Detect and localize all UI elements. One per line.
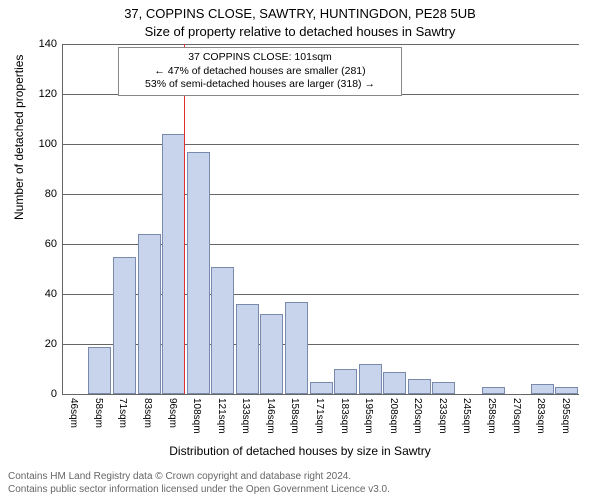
histogram-bar [138,234,161,394]
ytick-label: 120 [17,88,57,100]
chart-title-line2: Size of property relative to detached ho… [0,24,600,39]
xtick-label: 208sqm [388,398,399,434]
annot-l2: ← 47% of detached houses are smaller (28… [125,65,395,79]
xtick-label: 283sqm [535,398,546,434]
histogram-bar [162,134,185,394]
footer-l2: Contains public sector information licen… [8,484,592,497]
xtick-label: 195sqm [363,398,374,434]
xtick-label: 71sqm [117,398,128,428]
histogram-bar [408,379,431,394]
xtick-label: 96sqm [167,398,178,428]
xtick-label: 121sqm [216,398,227,434]
xtick-label: 146sqm [265,398,276,434]
xtick-label: 258sqm [486,398,497,434]
histogram-bar [187,152,210,395]
chart-area: 02040608010012014046sqm58sqm71sqm83sqm96… [62,44,578,394]
annot-l3: 53% of semi-detached houses are larger (… [125,78,395,92]
reference-line [184,44,185,394]
chart-container: 37, COPPINS CLOSE, SAWTRY, HUNTINGDON, P… [0,0,600,500]
histogram-bar [285,302,308,395]
xtick-label: 220sqm [412,398,423,434]
histogram-bar [383,372,406,395]
histogram-bar [334,369,357,394]
histogram-bar [113,257,136,395]
histogram-bar [260,314,283,394]
histogram-bar [211,267,234,395]
xtick-label: 133sqm [240,398,251,434]
xtick-label: 83sqm [142,398,153,428]
footer-l1: Contains HM Land Registry data © Crown c… [8,471,592,484]
ytick-label: 40 [17,288,57,300]
plot-region: 02040608010012014046sqm58sqm71sqm83sqm96… [62,44,579,395]
xtick-label: 270sqm [511,398,522,434]
gridline [63,144,579,145]
xtick-label: 183sqm [339,398,350,434]
ytick-label: 140 [17,38,57,50]
histogram-bar [359,364,382,394]
ytick-label: 100 [17,138,57,150]
gridline [63,44,579,45]
xtick-label: 233sqm [437,398,448,434]
footer-attribution: Contains HM Land Registry data © Crown c… [8,471,592,496]
ytick-label: 20 [17,338,57,350]
annot-l1: 37 COPPINS CLOSE: 101sqm [125,51,395,65]
xtick-label: 245sqm [461,398,472,434]
ytick-label: 60 [17,238,57,250]
xtick-label: 158sqm [289,398,300,434]
xtick-label: 58sqm [93,398,104,428]
x-axis-label: Distribution of detached houses by size … [0,444,600,458]
xtick-label: 295sqm [560,398,571,434]
histogram-bar [482,387,505,395]
annotation-box: 37 COPPINS CLOSE: 101sqm ← 47% of detach… [118,47,402,96]
histogram-bar [432,382,455,395]
histogram-bar [531,384,554,394]
xtick-label: 171sqm [314,398,325,434]
ytick-label: 80 [17,188,57,200]
histogram-bar [88,347,111,395]
xtick-label: 108sqm [191,398,202,434]
ytick-label: 0 [17,388,57,400]
chart-title-line1: 37, COPPINS CLOSE, SAWTRY, HUNTINGDON, P… [0,6,600,21]
histogram-bar [236,304,259,394]
histogram-bar [555,387,578,395]
xtick-label: 46sqm [68,398,79,428]
gridline [63,194,579,195]
histogram-bar [310,382,333,395]
